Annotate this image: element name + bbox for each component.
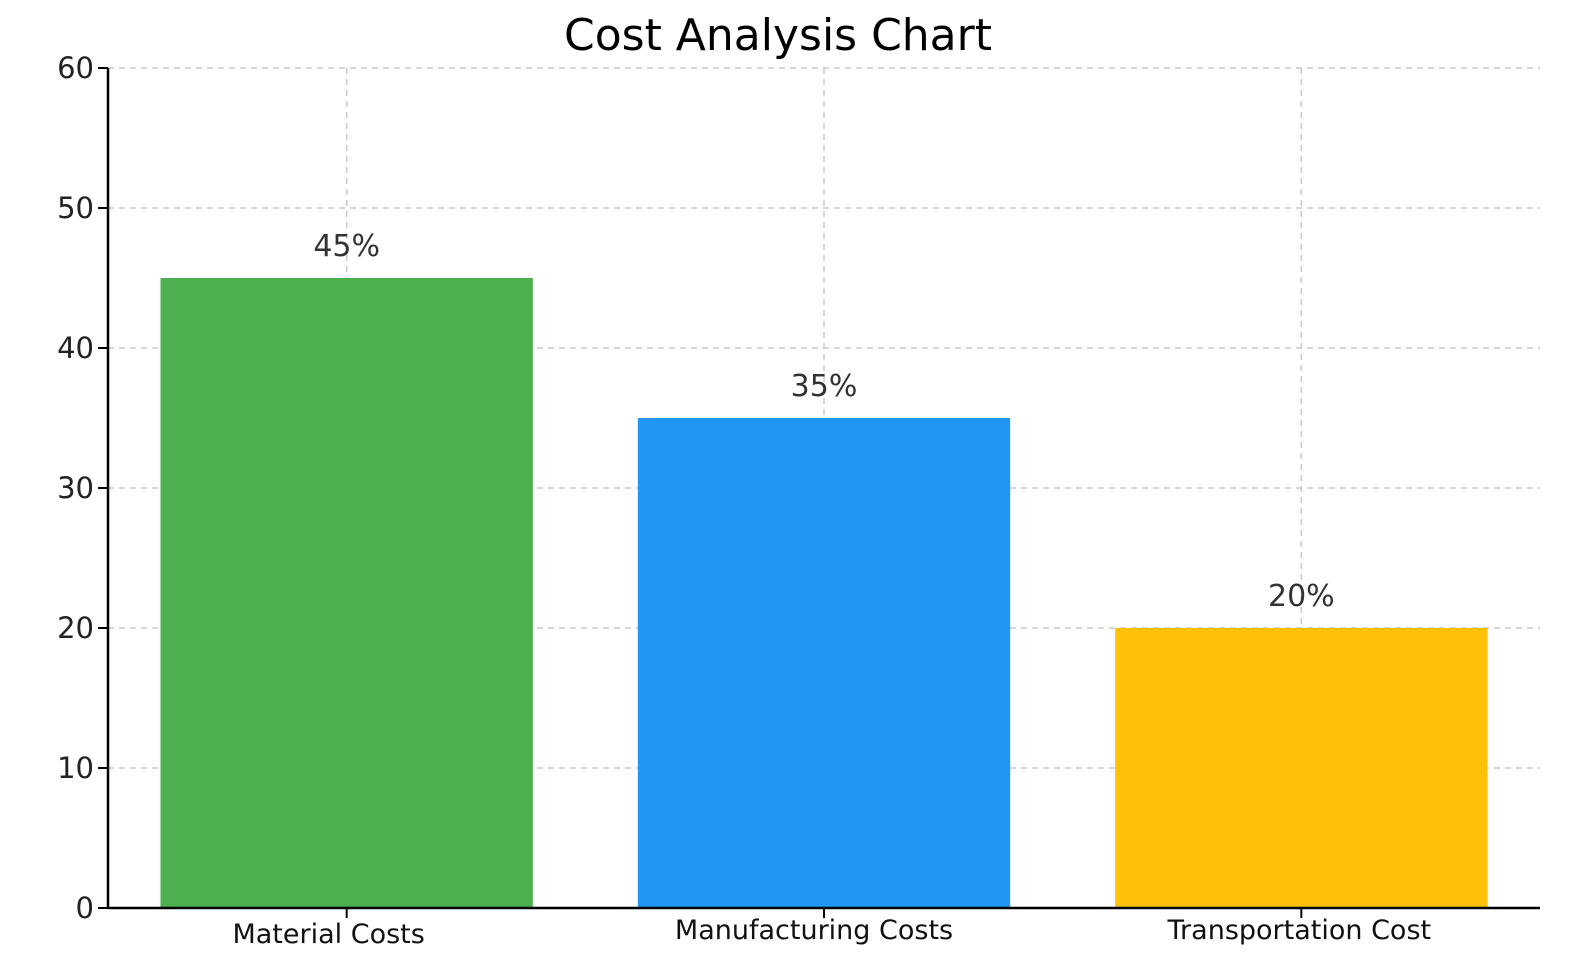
bar-value-label: 20% <box>1268 579 1335 614</box>
y-tick-label: 60 <box>57 51 94 85</box>
bar <box>160 278 533 908</box>
chart-title: Cost Analysis Chart <box>564 10 992 61</box>
y-tick-label: 50 <box>57 191 94 225</box>
bar-value-label: 35% <box>791 369 858 404</box>
bar <box>637 418 1011 908</box>
x-tick-label: Material Costs <box>232 919 424 950</box>
labels: 0 10 20 30 40 50 60 45% Material Costs 35% Manufac… <box>57 51 1431 950</box>
bar-value-label: 45% <box>313 229 380 264</box>
x-tick-label: Manufacturing Costs <box>675 915 953 946</box>
bars <box>160 278 1488 908</box>
bar <box>1115 628 1488 908</box>
axes <box>98 67 1540 918</box>
y-tick-label: 0 <box>76 891 94 925</box>
x-tick-label: Transportation Cost <box>1167 915 1432 946</box>
y-tick-label: 10 <box>57 751 94 785</box>
y-tick-label: 30 <box>57 471 94 505</box>
y-tick-label: 20 <box>57 611 94 645</box>
y-tick-label: 40 <box>57 331 94 365</box>
